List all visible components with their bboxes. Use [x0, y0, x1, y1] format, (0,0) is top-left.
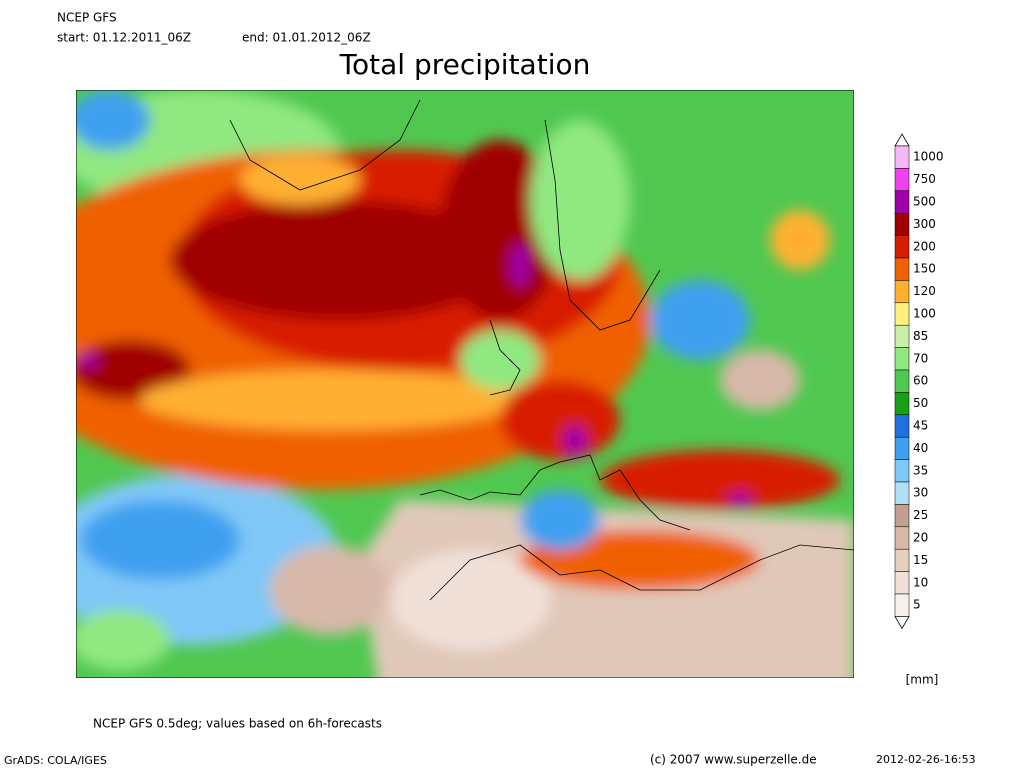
legend-swatch — [894, 392, 910, 416]
model-label: NCEP GFS — [57, 11, 117, 25]
legend-swatch — [894, 257, 910, 281]
unit-label: [mm] — [906, 673, 939, 687]
legend-swatch — [894, 145, 910, 169]
legend-label: 70 — [913, 351, 928, 365]
legend-label: 750 — [913, 172, 936, 186]
start-label: start: 01.12.2011_06Z — [57, 31, 191, 45]
legend-label: 5 — [913, 598, 921, 612]
legend-label: 35 — [913, 463, 928, 477]
copyright: (c) 2007 www.superzelle.de — [650, 753, 817, 767]
legend-label: 50 — [913, 396, 928, 410]
legend-swatch — [894, 302, 910, 326]
legend-arrow-top — [894, 133, 910, 147]
legend-swatch — [894, 436, 910, 460]
legend-label: 100 — [913, 307, 936, 321]
legend-label: 15 — [913, 553, 928, 567]
legend-label: 60 — [913, 374, 928, 388]
timestamp: 2012-02-26-16:53 — [876, 753, 976, 766]
color-legend: 1000 750 500 300 200 150 120 100 85 70 60 50 45 40 35 3… — [894, 133, 944, 630]
legend-swatch — [894, 548, 910, 572]
legend-label: 45 — [913, 419, 928, 433]
legend-swatch — [894, 235, 910, 259]
legend-label: 25 — [913, 508, 928, 522]
legend-swatch — [894, 459, 910, 483]
legend-swatch — [894, 212, 910, 236]
legend-label: 30 — [913, 486, 928, 500]
legend-swatch — [894, 324, 910, 348]
legend-label: 10 — [913, 575, 928, 589]
legend-swatch — [894, 168, 910, 192]
legend-swatch — [894, 414, 910, 438]
map-title: Total precipitation — [339, 48, 591, 81]
legend-label: 300 — [913, 217, 936, 231]
legend-swatch — [894, 190, 910, 214]
legend-label: 150 — [913, 262, 936, 276]
legend-label: 1000 — [913, 150, 944, 164]
legend-label: 500 — [913, 195, 936, 209]
legend-swatch — [894, 369, 910, 393]
legend-swatch — [894, 347, 910, 371]
legend-swatch — [894, 526, 910, 550]
legend-label: 200 — [913, 239, 936, 253]
legend-label: 85 — [913, 329, 928, 343]
legend-label: 20 — [913, 531, 928, 545]
footnote: NCEP GFS 0.5deg; values based on 6h-fore… — [93, 717, 382, 731]
legend-swatch — [894, 504, 910, 528]
legend-swatch — [894, 593, 910, 617]
legend-label: 120 — [913, 284, 936, 298]
legend-arrow-bottom — [894, 616, 910, 630]
legend-swatch — [894, 280, 910, 304]
software-credit: GrADS: COLA/IGES — [4, 754, 107, 767]
legend-label: 40 — [913, 441, 928, 455]
end-label: end: 01.01.2012_06Z — [242, 31, 371, 45]
legend-swatch — [894, 571, 910, 595]
precipitation-map — [76, 90, 854, 678]
legend-swatch — [894, 481, 910, 505]
